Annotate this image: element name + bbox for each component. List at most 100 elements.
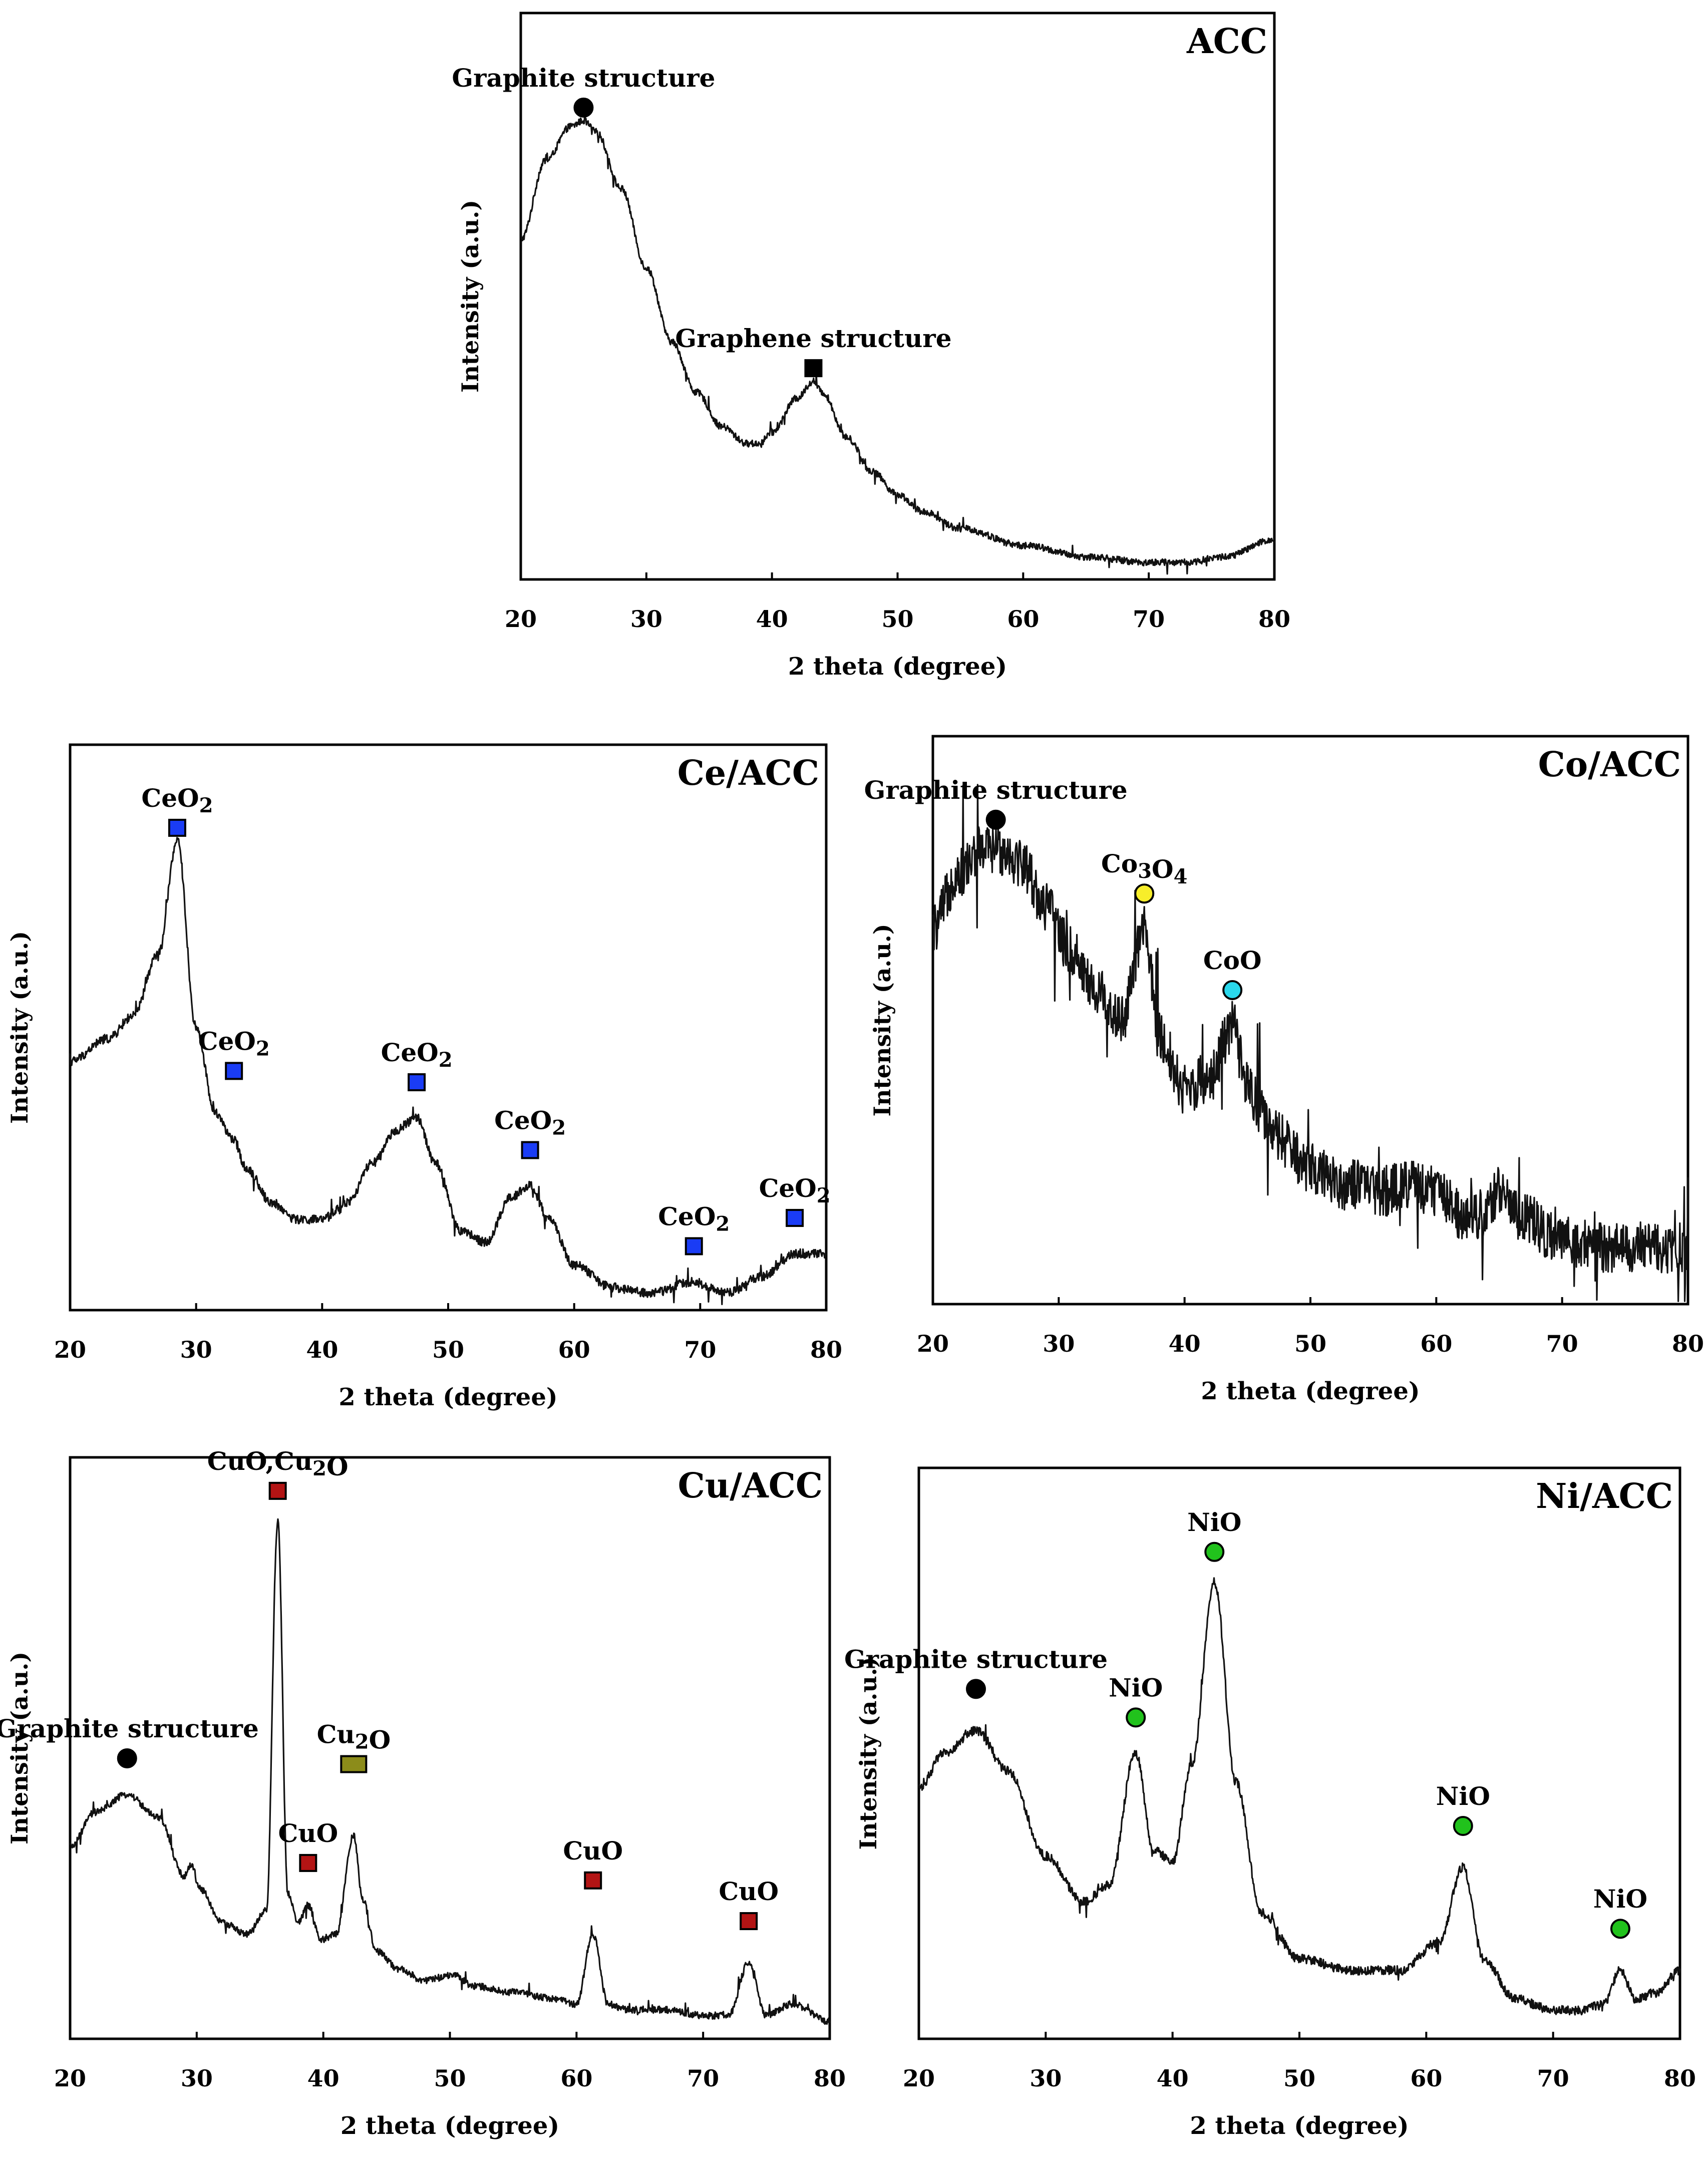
peak-label: CeO2 — [141, 783, 213, 817]
x-axis-label: 2 theta (degree) — [1201, 1377, 1420, 1405]
peak-marker-circle — [1204, 1541, 1225, 1562]
y-axis-label: Intensity (a.u.) — [457, 200, 484, 393]
peak-marker-square — [225, 1062, 243, 1080]
peak-marker-circle — [1126, 1707, 1146, 1728]
y-axis-label: Intensity (a.u.) — [6, 1652, 33, 1844]
peak-label: CuO — [719, 1877, 779, 1906]
peak-label: Graphite structure — [0, 1714, 259, 1743]
peak-label: CeO2 — [381, 1038, 453, 1072]
peak-label: Graphite structure — [864, 775, 1128, 805]
x-tick-label: 40 — [306, 1336, 338, 1363]
x-tick-label: 30 — [1030, 2065, 1062, 2092]
peak-marker-square — [740, 1912, 758, 1931]
x-tick-label: 50 — [434, 2065, 466, 2092]
x-tick-label: 30 — [630, 605, 662, 633]
x-tick-label: 70 — [687, 2065, 719, 2092]
peak-label: CuO — [563, 1836, 623, 1866]
peak-marker-square — [168, 818, 186, 837]
x-tick-label: 20 — [54, 1336, 86, 1363]
peak-label: Cu2O — [317, 1720, 391, 1755]
peak-marker-square — [268, 1481, 287, 1500]
peak-label: CeO2 — [198, 1026, 270, 1060]
panel-title: Ni/ACC — [1536, 1476, 1673, 1516]
x-tick-label: 40 — [307, 2065, 339, 2092]
data-series-line — [69, 837, 827, 1306]
peak-label: Graphite structure — [452, 63, 715, 93]
x-tick-label: 80 — [1672, 1330, 1704, 1357]
x-tick-label: 20 — [917, 1330, 949, 1357]
peak-marker-circle — [1610, 1919, 1630, 1939]
x-tick-label: 80 — [814, 2065, 846, 2092]
x-tick-label: 50 — [432, 1336, 464, 1363]
x-tick-label: 80 — [1664, 2065, 1696, 2092]
peak-label: Graphene structure — [675, 324, 951, 353]
peak-marker-circle — [1222, 980, 1243, 1000]
x-tick-label: 70 — [684, 1336, 716, 1363]
peak-marker-square — [340, 1755, 368, 1773]
data-series-line — [932, 784, 1689, 1302]
peak-marker-square — [804, 359, 823, 378]
panel-cu-acc: 20 30 40 50 60 70 80 2 theta (degree) Intensity … — [0, 1446, 846, 2140]
x-tick-label: 20 — [54, 2065, 86, 2092]
x-tick-label: 60 — [558, 1336, 590, 1363]
peak-marker-square — [408, 1073, 426, 1091]
peak-marker-square — [685, 1237, 703, 1256]
x-tick-label: 80 — [1258, 605, 1290, 633]
peak-label: Co3O4 — [1101, 849, 1187, 888]
peak-marker-circle — [573, 97, 594, 118]
x-tick-label: 20 — [903, 2065, 935, 2092]
peak-label: Graphite structure — [844, 1644, 1108, 1674]
data-series-line — [918, 1577, 1681, 2016]
x-tick-label: 40 — [756, 605, 788, 633]
panel-acc: 20 30 40 50 60 70 80 2 theta (degree) Intensity … — [452, 12, 1290, 681]
x-axis-label: 2 theta (degree) — [788, 653, 1007, 681]
x-tick-label: 50 — [1294, 1330, 1326, 1357]
x-tick-label: 70 — [1133, 605, 1165, 633]
peak-label: NiO — [1109, 1673, 1163, 1702]
x-tick-label: 50 — [1283, 2065, 1315, 2092]
peak-marker-circle — [1134, 883, 1155, 904]
x-tick-label: 40 — [1157, 2065, 1189, 2092]
x-tick-label: 30 — [180, 1336, 212, 1363]
panel-title: Cu/ACC — [678, 1466, 823, 1506]
peak-label: CuO,Cu2O — [207, 1446, 349, 1481]
peak-label: NiO — [1593, 1884, 1647, 1914]
peak-marker-square — [521, 1141, 539, 1159]
x-axis-label: 2 theta (degree) — [338, 1383, 557, 1411]
x-tick-label: 60 — [560, 2065, 592, 2092]
peak-marker-circle — [117, 1748, 137, 1768]
peak-marker-square — [299, 1854, 317, 1872]
x-tick-label: 60 — [1420, 1330, 1452, 1357]
x-tick-label: 20 — [505, 605, 537, 633]
x-axis-label: 2 theta (degree) — [1190, 2112, 1409, 2140]
peak-marker-circle — [985, 809, 1006, 830]
peak-marker-square — [584, 1871, 602, 1890]
data-series-line — [520, 109, 1275, 575]
y-axis-label: Intensity (a.u.) — [869, 923, 896, 1116]
panel-co-acc: 20 30 40 50 60 70 80 2 theta (degree) Intensity … — [864, 735, 1704, 1405]
peak-marker-circle — [1453, 1816, 1473, 1836]
peak-marker-circle — [966, 1679, 986, 1699]
x-tick-label: 70 — [1537, 2065, 1569, 2092]
x-tick-label: 30 — [1043, 1330, 1075, 1357]
peak-label: CeO2 — [494, 1105, 566, 1139]
x-tick-label: 80 — [810, 1336, 842, 1363]
panel-ce-acc: 20 30 40 50 60 70 80 2 theta (degree) Intensity … — [6, 743, 842, 1411]
peak-label: CeO2 — [759, 1173, 831, 1207]
x-axis-label: 2 theta (degree) — [340, 2112, 559, 2140]
peak-label: CoO — [1203, 946, 1262, 975]
peak-label: NiO — [1187, 1507, 1241, 1537]
peak-marker-square — [786, 1208, 804, 1227]
y-axis-label: Intensity (a.u.) — [855, 1657, 882, 1849]
x-tick-label: 30 — [181, 2065, 213, 2092]
panel-title: Ce/ACC — [677, 753, 819, 793]
x-tick-label: 40 — [1169, 1330, 1201, 1357]
panel-title: ACC — [1186, 22, 1267, 62]
x-tick-label: 60 — [1410, 2065, 1442, 2092]
peak-label: NiO — [1436, 1781, 1490, 1811]
x-tick-label: 50 — [881, 605, 913, 633]
x-tick-label: 60 — [1007, 605, 1039, 633]
panel-title: Co/ACC — [1538, 745, 1681, 785]
x-tick-label: 70 — [1546, 1330, 1578, 1357]
